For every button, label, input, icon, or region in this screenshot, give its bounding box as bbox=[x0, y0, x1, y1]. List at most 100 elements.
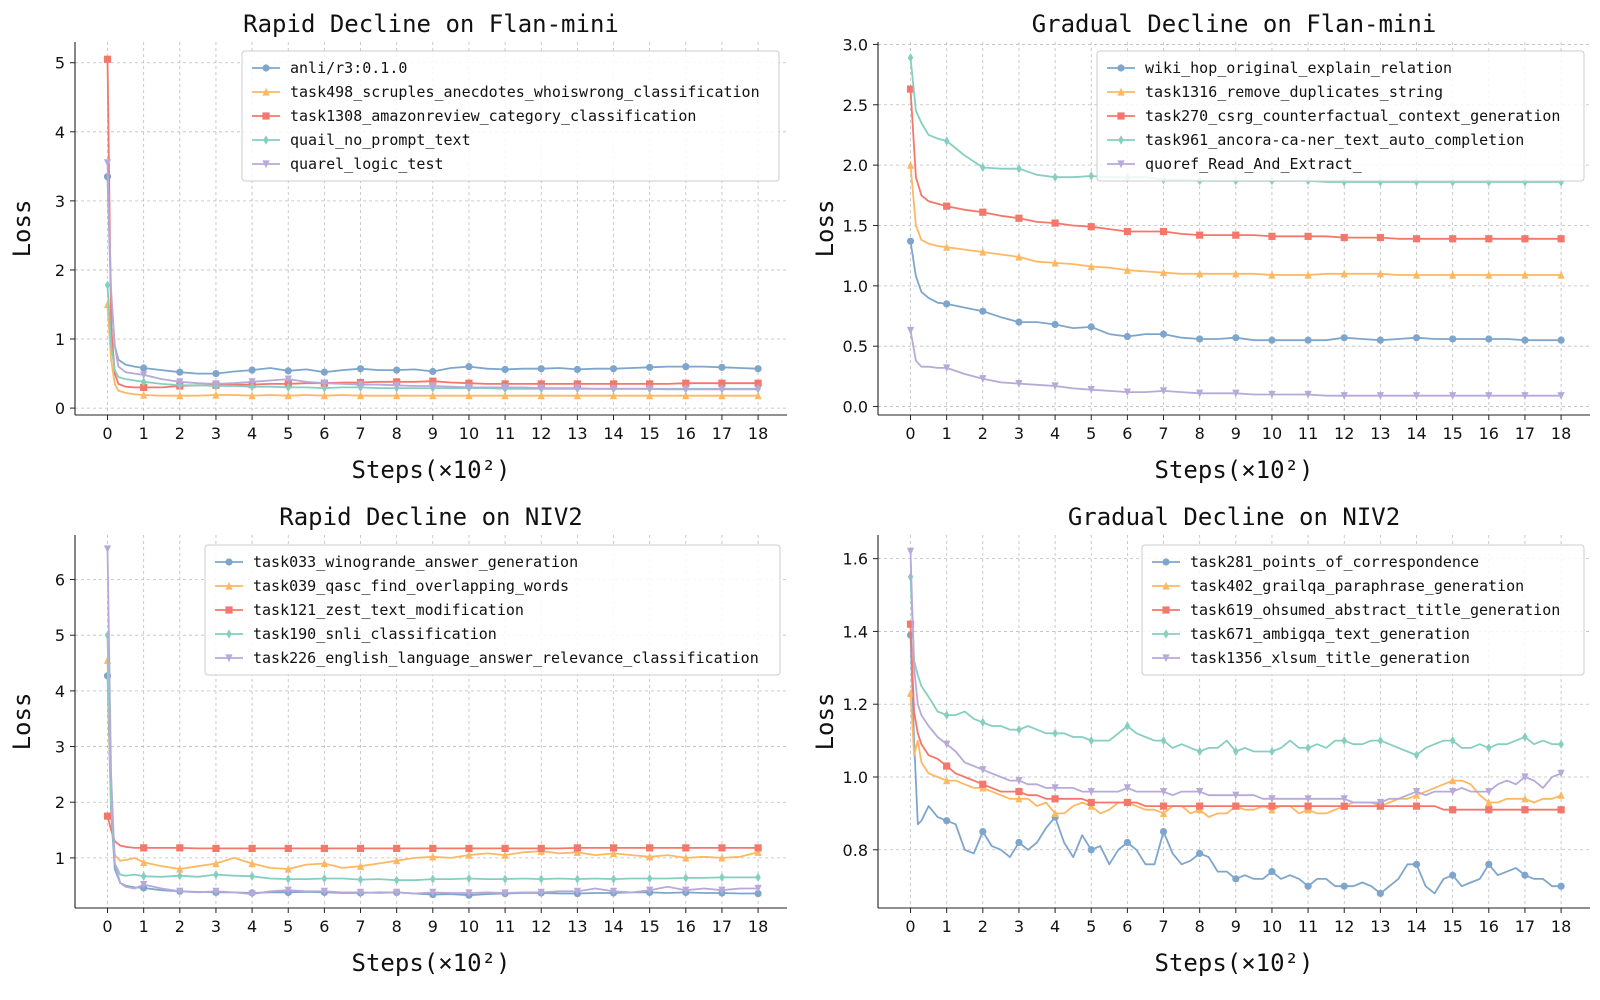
legend-label: task961_ancora-ca-ner_text_auto_completi… bbox=[1145, 131, 1524, 149]
data-point bbox=[465, 379, 473, 387]
data-point bbox=[573, 848, 581, 856]
data-point bbox=[1015, 380, 1023, 388]
x-tick-label: 13 bbox=[1370, 424, 1390, 443]
data-point bbox=[140, 881, 148, 889]
data-point bbox=[140, 364, 148, 372]
data-point bbox=[429, 391, 437, 400]
data-point bbox=[906, 547, 915, 556]
legend: anli/r3:0.1.0 task498_scruples_anecdotes_… bbox=[241, 50, 780, 182]
x-tick-label: 5 bbox=[1086, 424, 1096, 443]
x-axis-label: Steps(×10²) bbox=[352, 949, 511, 977]
x-tick-label: 9 bbox=[428, 424, 438, 443]
data-point bbox=[1196, 746, 1203, 757]
data-point bbox=[1159, 330, 1168, 338]
legend-marker bbox=[1117, 87, 1125, 96]
data-point bbox=[284, 375, 292, 384]
data-point bbox=[176, 844, 184, 852]
data-point bbox=[1340, 882, 1348, 890]
data-point bbox=[537, 391, 545, 400]
data-point bbox=[537, 384, 545, 393]
data-point bbox=[907, 53, 914, 63]
data-point bbox=[537, 888, 545, 897]
data-point bbox=[1521, 871, 1529, 879]
data-point bbox=[1412, 787, 1421, 796]
y-tick-label: 3 bbox=[55, 738, 65, 757]
data-point bbox=[356, 365, 365, 373]
series-5 bbox=[906, 547, 1565, 807]
series-1 bbox=[906, 237, 1565, 344]
data-point bbox=[718, 853, 726, 862]
data-point bbox=[1016, 725, 1022, 735]
x-tick-label: 0 bbox=[102, 424, 112, 443]
y-tick-label: 6 bbox=[55, 571, 65, 590]
data-point bbox=[1088, 171, 1095, 181]
data-point bbox=[1485, 787, 1493, 796]
data-point bbox=[609, 887, 618, 896]
data-point bbox=[943, 243, 951, 251]
data-point bbox=[1159, 827, 1168, 836]
data-point bbox=[429, 844, 437, 853]
data-point bbox=[1159, 802, 1168, 810]
data-point bbox=[1412, 802, 1421, 810]
series-5 bbox=[906, 326, 1565, 400]
data-point bbox=[573, 365, 581, 374]
legend-label: task1356_xlsum_title_generation bbox=[1190, 649, 1470, 667]
data-point bbox=[1521, 794, 1529, 803]
data-point bbox=[906, 160, 915, 169]
y-tick-label: 4 bbox=[55, 682, 65, 701]
y-axis-label: Loss bbox=[8, 200, 36, 258]
data-point bbox=[465, 844, 473, 853]
data-point bbox=[212, 390, 220, 399]
x-tick-label: 8 bbox=[392, 424, 402, 443]
data-point bbox=[610, 874, 617, 884]
legend-label: task033_winogrande_answer_generation bbox=[253, 553, 578, 571]
data-point bbox=[609, 380, 618, 388]
legend-label: task270_csrg_counterfactual_context_gene… bbox=[1145, 107, 1560, 125]
data-point bbox=[754, 391, 762, 400]
y-tick-label: 5 bbox=[55, 626, 65, 645]
y-axis-label: Loss bbox=[811, 693, 839, 751]
series-line bbox=[909, 551, 1562, 804]
data-point bbox=[501, 383, 509, 392]
data-point bbox=[1051, 219, 1059, 227]
data-point bbox=[943, 710, 950, 720]
data-point bbox=[682, 391, 690, 400]
data-point bbox=[1123, 227, 1131, 236]
data-point bbox=[1159, 809, 1168, 817]
data-point bbox=[284, 367, 292, 375]
legend-box bbox=[241, 50, 780, 182]
data-point bbox=[140, 377, 147, 387]
series-5 bbox=[103, 159, 762, 394]
x-tick-label: 1 bbox=[139, 917, 149, 936]
data-point bbox=[103, 159, 112, 168]
data-point bbox=[320, 368, 328, 376]
y-tick-label: 5 bbox=[55, 54, 65, 73]
data-point bbox=[1051, 795, 1059, 803]
x-tick-label: 12 bbox=[531, 424, 551, 443]
data-point bbox=[943, 776, 951, 785]
x-tick-label: 6 bbox=[1122, 917, 1132, 936]
x-tick-label: 14 bbox=[603, 424, 623, 443]
data-point bbox=[1123, 838, 1131, 847]
data-point bbox=[979, 247, 987, 256]
data-point bbox=[212, 380, 220, 389]
data-point bbox=[1557, 392, 1565, 400]
data-point bbox=[979, 375, 987, 383]
x-tick-label: 7 bbox=[355, 917, 365, 936]
data-point bbox=[1232, 231, 1240, 239]
data-point bbox=[501, 391, 509, 400]
data-point bbox=[430, 874, 436, 884]
data-point bbox=[1159, 227, 1168, 236]
data-point bbox=[285, 382, 292, 392]
x-tick-label: 6 bbox=[319, 424, 329, 443]
data-point bbox=[1557, 882, 1565, 890]
x-tick-label: 13 bbox=[567, 917, 587, 936]
data-point bbox=[1377, 736, 1384, 746]
legend-label: task121_zest_text_modification bbox=[253, 601, 524, 619]
x-tick-label: 18 bbox=[1551, 424, 1571, 443]
data-point bbox=[248, 391, 256, 400]
legend-marker bbox=[262, 87, 270, 96]
x-axis-label: Steps(×10²) bbox=[1155, 949, 1314, 977]
chart-panel-4: 0 1 2 3 4 5 6 7 8 9 10 11 12 13 14 15 16 17 180.81.01.21.4… bbox=[811, 503, 1590, 977]
x-tick-label: 3 bbox=[1014, 917, 1024, 936]
